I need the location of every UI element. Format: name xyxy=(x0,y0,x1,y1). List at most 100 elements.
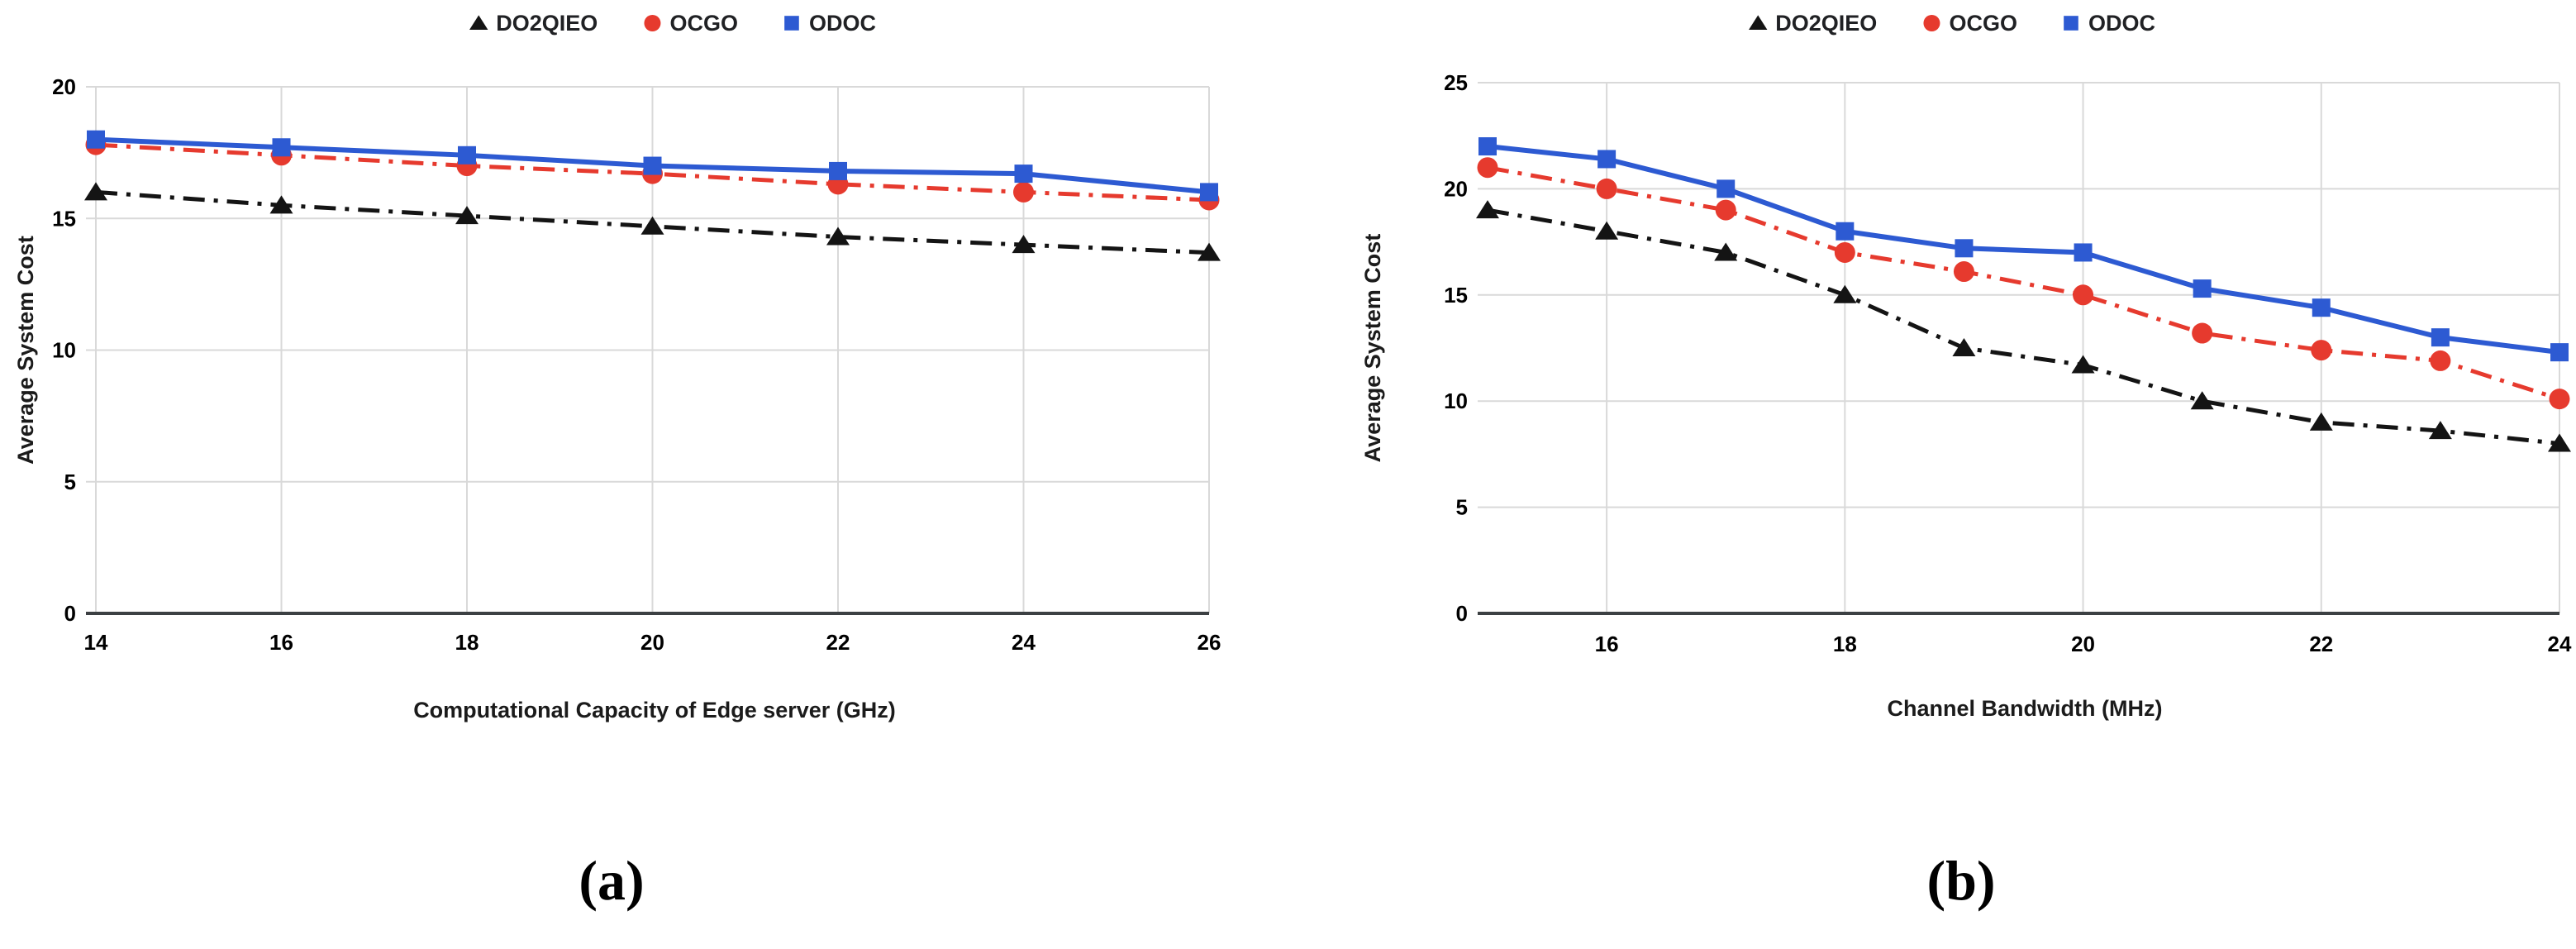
square-marker xyxy=(643,156,662,175)
circle-marker xyxy=(1477,157,1498,179)
x-tick-label: 14 xyxy=(84,630,108,655)
x-tick-label: 16 xyxy=(269,630,293,655)
triangle-marker xyxy=(1198,242,1221,261)
triangle-marker xyxy=(84,182,107,201)
square-marker xyxy=(272,138,291,157)
triangle-marker xyxy=(1012,235,1036,254)
y-tick-label: 15 xyxy=(1444,283,1468,308)
square-marker xyxy=(87,130,105,149)
series-ODOC xyxy=(1478,137,2569,362)
y-tick-label: 0 xyxy=(1456,601,1468,626)
legend-label: OCGO xyxy=(1949,11,2017,36)
square-marker xyxy=(829,161,847,180)
circle-marker xyxy=(2430,350,2451,371)
triangle-marker xyxy=(640,216,664,235)
y-tick-label: 10 xyxy=(52,338,76,363)
circle-marker xyxy=(1596,178,1617,199)
circle-marker xyxy=(644,15,661,31)
legend: DO2QIEO OCGO ODOC xyxy=(469,11,876,36)
triangle-marker xyxy=(2309,412,2333,431)
square-marker xyxy=(1717,179,1736,198)
triangle-marker xyxy=(1952,338,1976,356)
square-marker xyxy=(458,145,476,165)
square-marker xyxy=(2193,279,2212,298)
x-tick-labels: 14 16 18 20 22 24 26 xyxy=(84,630,1221,655)
y-tick-labels: 0 5 10 15 20 25 xyxy=(1444,70,1468,626)
triangle-marker xyxy=(1749,15,1768,30)
circle-marker xyxy=(1715,199,1736,221)
legend-label: OCGO xyxy=(669,11,738,36)
x-tick-label: 24 xyxy=(2548,632,2572,656)
legend-label: ODOC xyxy=(809,11,876,36)
triangle-marker xyxy=(1595,221,1619,240)
square-marker xyxy=(1014,165,1033,184)
series-DO2QIEO xyxy=(1476,200,2571,452)
square-marker xyxy=(1598,150,1617,169)
chart-a: 14 16 18 20 22 24 26 0 5 10 15 20 Computational Capa… xyxy=(13,11,1221,722)
y-axis-title: Average System Cost xyxy=(13,236,38,465)
square-marker xyxy=(1836,222,1855,241)
series-DO2QIEO xyxy=(84,182,1221,261)
x-tick-label: 16 xyxy=(1595,632,1619,656)
square-marker xyxy=(2550,343,2569,362)
y-tick-label: 25 xyxy=(1444,70,1468,95)
legend-label: ODOC xyxy=(2088,11,2155,36)
triangle-marker xyxy=(1833,284,1857,303)
panel-a: 14 16 18 20 22 24 26 0 5 10 15 20 Computational Capa… xyxy=(0,0,1288,794)
x-tick-label: 24 xyxy=(1012,630,1036,655)
y-tick-label: 5 xyxy=(1456,495,1468,520)
square-marker xyxy=(1955,239,1974,258)
y-tick-label: 15 xyxy=(52,206,76,231)
triangle-marker xyxy=(2428,421,2452,440)
x-tick-label: 20 xyxy=(2071,632,2095,656)
legend-label: DO2QIEO xyxy=(1775,11,1877,36)
square-marker xyxy=(1478,137,1497,156)
circle-marker xyxy=(1953,261,1974,283)
caption-a: (a) xyxy=(579,849,645,912)
legend-item-DO2QIEO: DO2QIEO xyxy=(1749,11,1877,36)
circle-marker xyxy=(2192,322,2213,344)
panel-b: 16 18 20 22 24 0 5 10 15 20 25 Channel Bandwidth (M… xyxy=(1288,0,2576,794)
series-line-DO2QIEO xyxy=(1487,207,2560,446)
legend: DO2QIEO OCGO ODOC xyxy=(1749,11,2155,36)
x-tick-label: 20 xyxy=(640,630,664,655)
gridlines xyxy=(1478,82,2560,613)
triangle-marker xyxy=(2548,433,2571,452)
y-tick-label: 20 xyxy=(52,74,76,99)
x-axis-title: Channel Bandwidth (MHz) xyxy=(1888,696,2163,721)
y-tick-label: 0 xyxy=(64,601,76,626)
series-line-OCGO xyxy=(1487,165,2560,402)
y-tick-labels: 0 5 10 15 20 xyxy=(52,74,76,626)
caption-b: (b) xyxy=(1926,849,1996,912)
y-tick-label: 5 xyxy=(64,470,76,494)
triangle-marker xyxy=(2071,355,2095,374)
triangle-marker xyxy=(1476,200,1499,219)
x-tick-label: 18 xyxy=(1833,632,1857,656)
legend-label: DO2QIEO xyxy=(496,11,598,36)
legend-item-DO2QIEO: DO2QIEO xyxy=(469,11,598,36)
x-axis-title: Computational Capacity of Edge server (G… xyxy=(413,698,896,722)
square-marker xyxy=(2312,298,2331,317)
legend-item-ODOC: ODOC xyxy=(2064,11,2155,36)
triangle-marker xyxy=(826,227,850,246)
triangle-marker xyxy=(269,195,293,214)
series-OCGO xyxy=(1477,157,2570,410)
legend-item-ODOC: ODOC xyxy=(784,11,876,36)
triangle-marker xyxy=(2190,391,2214,410)
square-marker xyxy=(2074,243,2093,262)
y-tick-label: 10 xyxy=(1444,389,1468,413)
series-ODOC xyxy=(87,130,1218,202)
y-tick-label: 20 xyxy=(1444,176,1468,201)
square-marker xyxy=(1200,183,1218,202)
legend-item-OCGO: OCGO xyxy=(1923,11,2017,36)
triangle-marker xyxy=(469,15,488,30)
legend-item-OCGO: OCGO xyxy=(644,11,738,36)
square-marker xyxy=(2431,328,2450,347)
circle-marker xyxy=(2311,340,2332,361)
x-tick-labels: 16 18 20 22 24 xyxy=(1595,632,2572,656)
circle-marker xyxy=(1923,15,1940,31)
circle-marker xyxy=(1013,181,1034,203)
square-marker xyxy=(2064,16,2078,31)
circle-marker xyxy=(2073,284,2094,306)
